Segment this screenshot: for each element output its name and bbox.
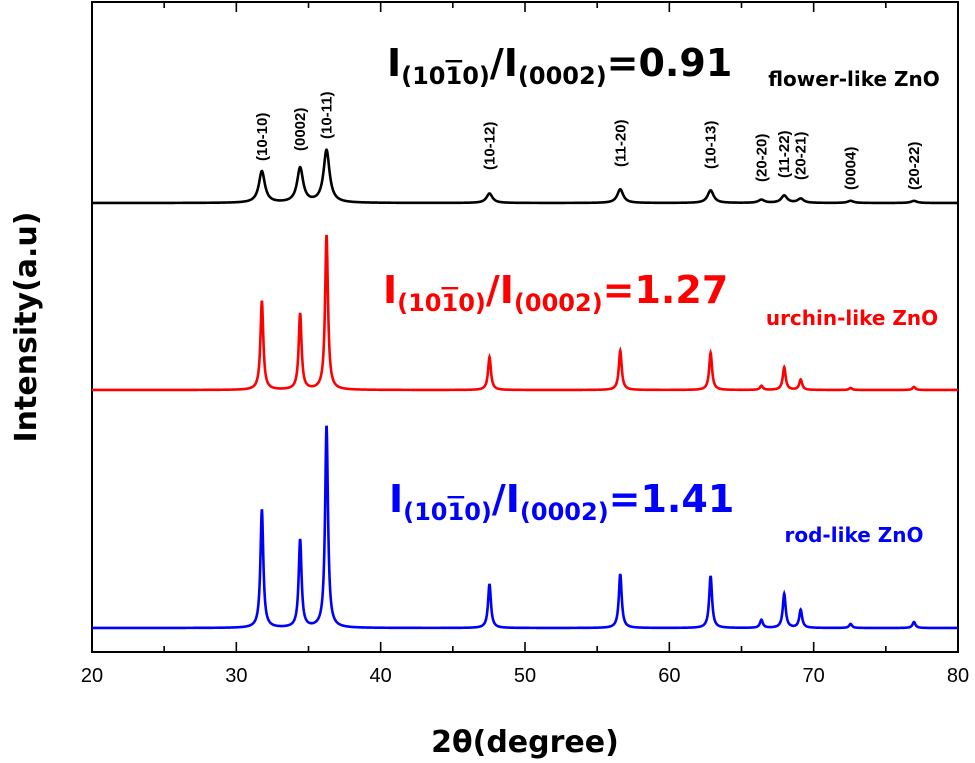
plane-labels: (10-10) (0002) (10-11) (10-12) (11-20) (10-13… (254, 91, 923, 190)
sample-label: flower-like ZnO (768, 67, 940, 91)
x-tick-label: 80 (947, 665, 969, 687)
sample-label: rod-like ZnO (785, 523, 924, 547)
series-line-rod-like-zno (92, 425, 958, 630)
intensity-ratio: I(1010)/I(0002)=1.27 (383, 268, 728, 317)
x-tick-label: 50 (514, 665, 536, 687)
plane-label: (20-21) (793, 132, 810, 180)
intensity-ratio: I(1010)/I(0002)=1.41 (389, 477, 734, 526)
plane-label: (20-22) (906, 142, 923, 190)
xrd-traces (92, 148, 958, 630)
series-line-flower-like-zno (92, 148, 958, 205)
plane-label: (10-11) (319, 91, 336, 139)
series-line-urchin-like-zno (92, 234, 958, 392)
plane-label: (10-12) (481, 122, 498, 170)
x-axis-ticks: 20 30 40 50 60 70 80 (81, 2, 969, 687)
sample-label: urchin-like ZnO (766, 306, 938, 330)
plane-label: (11-22) (776, 130, 793, 178)
x-tick-label: 60 (658, 665, 680, 687)
y-axis-title: Intensity(a.u) (9, 211, 44, 442)
intensity-ratio: I(1010)/I(0002)=0.91 (387, 41, 732, 90)
plane-label: (11-20) (612, 119, 629, 167)
plane-label: (10-13) (703, 121, 720, 169)
plane-label: (20-20) (753, 134, 770, 182)
plane-label: (0002) (292, 108, 309, 151)
x-tick-label: 40 (370, 665, 392, 687)
x-tick-label: 30 (225, 665, 247, 687)
plane-label: (0004) (843, 147, 860, 190)
x-tick-label: 70 (803, 665, 825, 687)
x-axis-title: 2θ(degree) (431, 725, 619, 760)
x-tick-label: 20 (81, 665, 103, 687)
sample-labels: flower-like ZnO I(1010)/I(0002)=0.91 urchi… (383, 41, 940, 547)
plane-label: (10-10) (254, 113, 271, 161)
